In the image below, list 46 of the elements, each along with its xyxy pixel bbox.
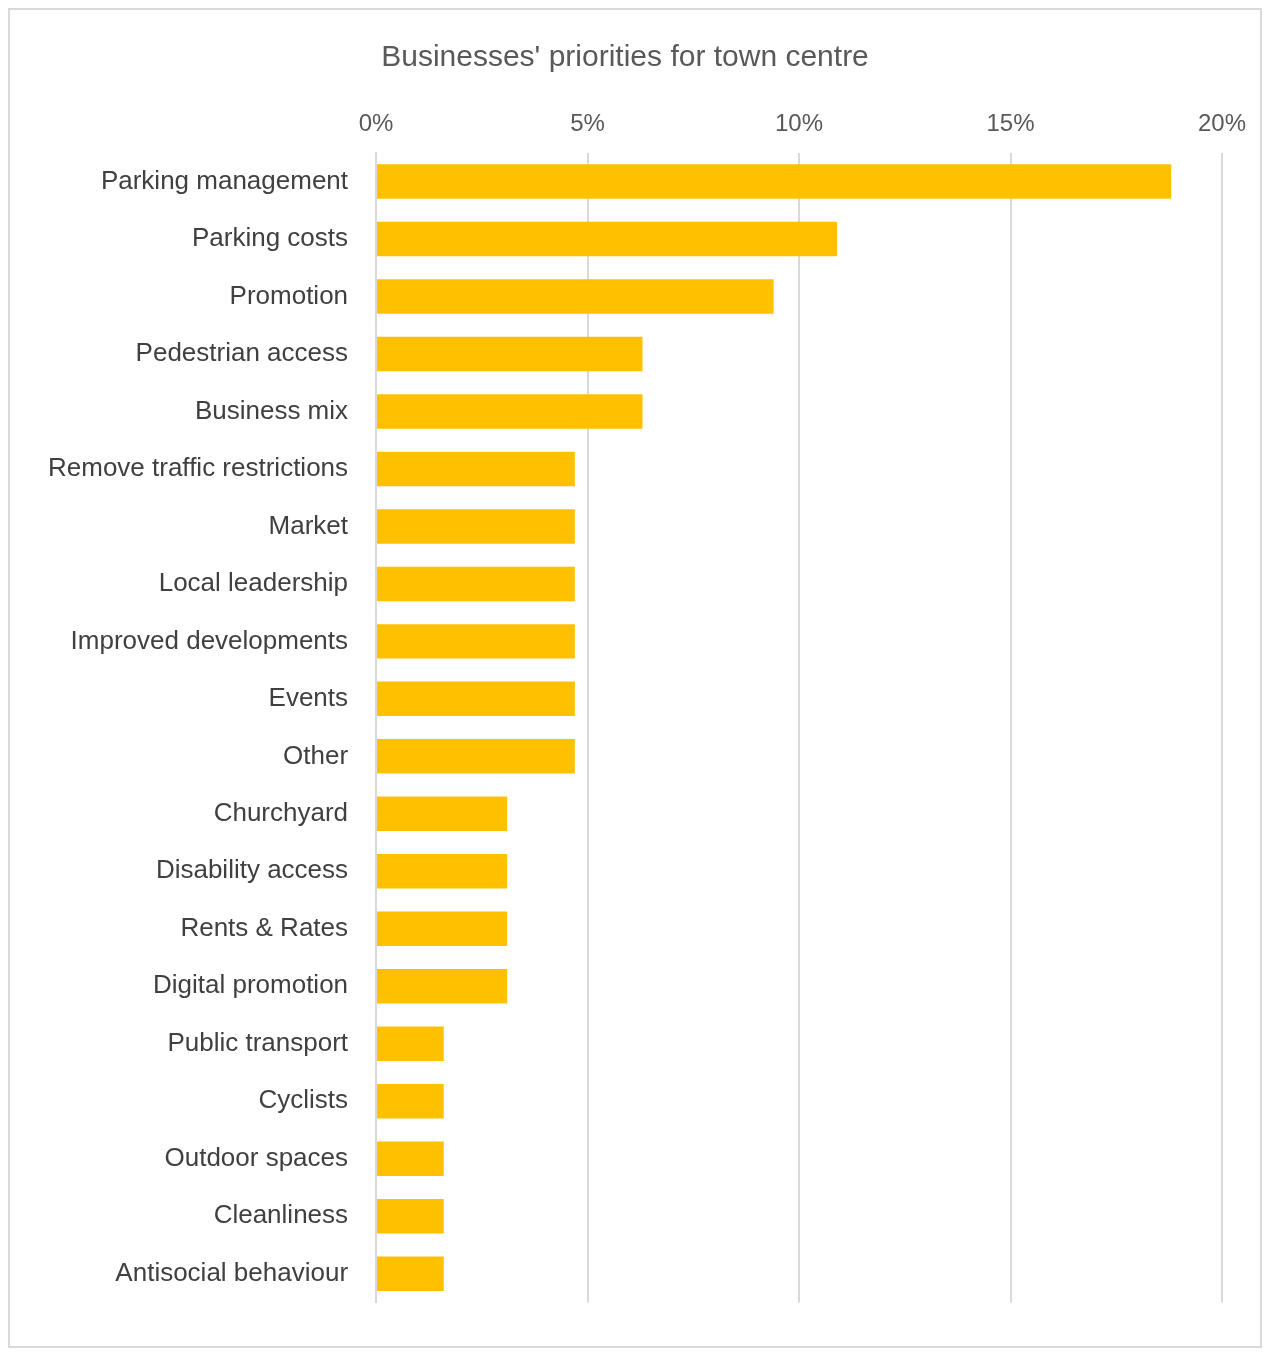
y-tick-label: Remove traffic restrictions [47, 452, 349, 483]
y-tick-label: Parking management [100, 164, 349, 195]
y-tick-label: Pedestrian access [135, 337, 349, 368]
bar [377, 1256, 444, 1291]
bar [377, 854, 508, 889]
x-tick-label: 20% [1197, 109, 1247, 137]
bar [377, 394, 643, 429]
y-tick-label: Improved developments [70, 624, 349, 655]
x-tick-label: 0% [358, 109, 394, 137]
y-tick-label: Market [268, 509, 349, 540]
bar [377, 624, 575, 659]
bar [377, 796, 508, 832]
bar [377, 1026, 444, 1061]
y-tick-label: Disability access [155, 854, 349, 885]
x-tick-label: 10% [774, 109, 824, 137]
bar [377, 1198, 444, 1234]
bar [377, 279, 774, 314]
bar [377, 451, 575, 487]
y-tick-label: Promotion [229, 279, 349, 310]
bar [377, 509, 575, 544]
y-tick-label: Events [268, 682, 349, 713]
x-tick-label: 15% [986, 109, 1035, 137]
y-tick-label: Other [283, 739, 349, 770]
y-tick-label: Cyclists [258, 1084, 349, 1115]
chart-title: Businesses' priorities for town centre [381, 39, 869, 73]
bar [377, 221, 838, 257]
y-tick-label: Antisocial behaviour [115, 1256, 349, 1287]
bar [377, 1141, 444, 1176]
y-tick-label: Digital promotion [152, 969, 349, 1000]
bar [377, 911, 508, 947]
y-tick-label: Rents & Rates [180, 911, 349, 942]
y-tick-label: Business mix [194, 394, 349, 425]
bar [377, 681, 575, 717]
bar [377, 969, 508, 1004]
bar [377, 164, 1172, 199]
y-tick-label: Churchyard [213, 796, 349, 827]
bar [377, 1083, 444, 1119]
bar [377, 336, 643, 372]
bar [377, 739, 575, 774]
bar [377, 566, 575, 602]
x-tick-label: 5% [570, 109, 605, 137]
y-tick-label: Parking costs [191, 222, 349, 253]
y-tick-label: Public transport [167, 1026, 349, 1057]
y-tick-label: Local leadership [158, 567, 349, 598]
y-tick-label: Outdoor spaces [164, 1141, 349, 1172]
y-tick-label: Cleanliness [213, 1199, 349, 1230]
